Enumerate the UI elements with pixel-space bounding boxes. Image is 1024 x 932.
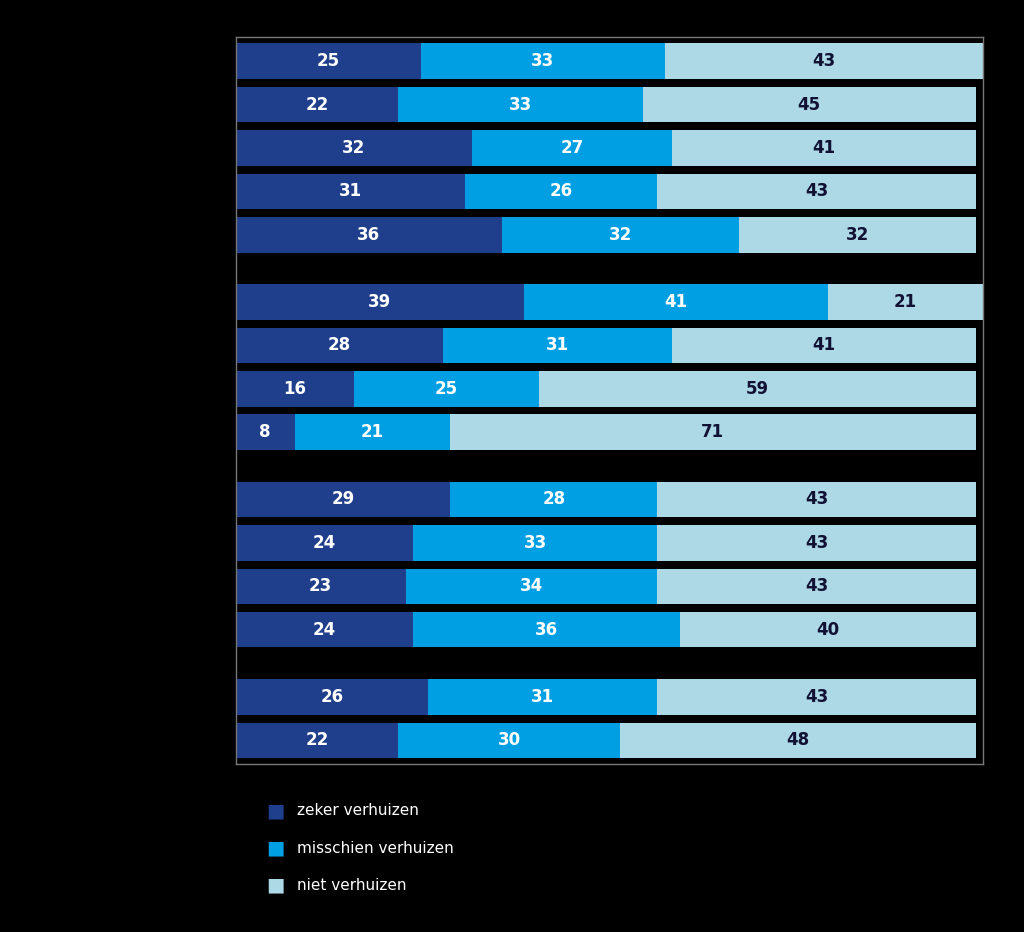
Bar [643, 87, 976, 122]
Text: 29: 29 [331, 490, 354, 509]
Text: 43: 43 [805, 577, 828, 596]
Text: 27: 27 [561, 139, 584, 157]
Bar [827, 284, 983, 320]
Text: 33: 33 [509, 96, 532, 114]
Text: 30: 30 [498, 732, 521, 749]
Text: 22: 22 [305, 732, 329, 749]
Text: 33: 33 [523, 534, 547, 552]
Bar [295, 415, 451, 450]
Text: 32: 32 [608, 226, 632, 244]
Bar [657, 679, 976, 715]
Bar [680, 612, 976, 648]
Text: 28: 28 [543, 490, 565, 509]
Text: 36: 36 [357, 226, 380, 244]
Bar [236, 371, 354, 406]
Text: 25: 25 [435, 380, 458, 398]
Bar [236, 284, 524, 320]
Bar [236, 217, 502, 253]
Text: 43: 43 [812, 52, 836, 70]
Bar [672, 130, 976, 166]
Text: ■: ■ [266, 802, 285, 820]
Text: 41: 41 [812, 139, 836, 157]
Text: 16: 16 [284, 380, 306, 398]
Bar [398, 87, 643, 122]
Bar [236, 722, 398, 758]
Bar [451, 482, 657, 517]
Bar [524, 284, 827, 320]
Bar [451, 415, 976, 450]
Bar [406, 569, 657, 604]
Text: 34: 34 [520, 577, 543, 596]
Text: 26: 26 [550, 183, 572, 200]
Text: 48: 48 [786, 732, 810, 749]
Bar [236, 415, 295, 450]
Bar [398, 722, 621, 758]
Text: 43: 43 [805, 183, 828, 200]
Bar [472, 130, 672, 166]
Text: zeker verhuizen: zeker verhuizen [297, 803, 419, 818]
Bar [665, 44, 983, 79]
Text: 59: 59 [745, 380, 769, 398]
Text: 36: 36 [535, 621, 558, 638]
Text: niet verhuizen: niet verhuizen [297, 878, 407, 893]
Text: 33: 33 [531, 52, 554, 70]
Text: misschien verhuizen: misschien verhuizen [297, 841, 454, 856]
Text: 24: 24 [312, 534, 336, 552]
Text: 24: 24 [312, 621, 336, 638]
Text: 41: 41 [812, 336, 836, 354]
Bar [621, 722, 976, 758]
Bar [421, 44, 665, 79]
Bar [465, 173, 657, 209]
Bar [672, 328, 976, 363]
Bar [236, 130, 472, 166]
Text: 43: 43 [805, 490, 828, 509]
Text: 71: 71 [701, 423, 724, 441]
Text: 39: 39 [369, 293, 391, 311]
Bar [413, 525, 657, 561]
Text: 32: 32 [846, 226, 868, 244]
Bar [442, 328, 672, 363]
Bar [236, 525, 413, 561]
Text: 43: 43 [805, 534, 828, 552]
Text: 31: 31 [546, 336, 569, 354]
Text: 45: 45 [798, 96, 820, 114]
Bar [657, 482, 976, 517]
Bar [236, 612, 413, 648]
Bar [236, 44, 421, 79]
Text: 28: 28 [328, 336, 350, 354]
Text: 25: 25 [316, 52, 340, 70]
Text: 40: 40 [816, 621, 840, 638]
Bar [738, 217, 976, 253]
Text: 21: 21 [894, 293, 916, 311]
Text: ■: ■ [266, 876, 285, 895]
Bar [236, 328, 442, 363]
Bar [354, 371, 539, 406]
Bar [236, 87, 398, 122]
Text: 23: 23 [309, 577, 332, 596]
Text: 31: 31 [531, 688, 554, 706]
Text: 8: 8 [259, 423, 271, 441]
Text: 41: 41 [665, 293, 687, 311]
Bar [236, 569, 406, 604]
Bar [657, 173, 976, 209]
Bar [539, 371, 976, 406]
Bar [236, 482, 451, 517]
Text: 22: 22 [305, 96, 329, 114]
Text: 43: 43 [805, 688, 828, 706]
Bar [502, 217, 738, 253]
Text: ■: ■ [266, 839, 285, 857]
Text: 26: 26 [321, 688, 343, 706]
Bar [657, 525, 976, 561]
Text: 21: 21 [360, 423, 384, 441]
Bar [236, 173, 465, 209]
Bar [657, 569, 976, 604]
Text: 31: 31 [339, 183, 361, 200]
Bar [428, 679, 657, 715]
Text: 32: 32 [342, 139, 366, 157]
Bar [413, 612, 680, 648]
Bar [236, 679, 428, 715]
